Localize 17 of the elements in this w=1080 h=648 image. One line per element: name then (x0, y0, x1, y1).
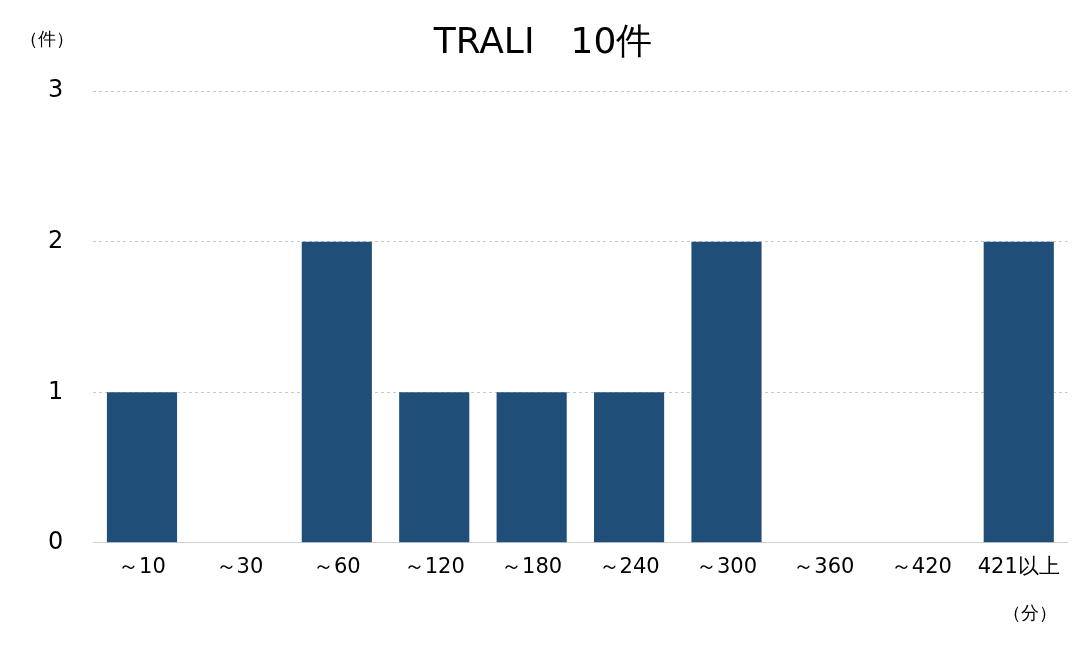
x-axis-title: （分） (1003, 601, 1058, 623)
y-tick-label: 3 (47, 75, 64, 104)
x-tick-label: ～360 (793, 553, 855, 578)
x-tick-label: 421以上 (977, 553, 1060, 578)
x-tick-label: ～30 (215, 553, 264, 578)
x-tick-label: ～180 (501, 553, 563, 578)
x-tick-label: ～240 (598, 553, 660, 578)
x-tick-label: ～300 (695, 553, 758, 578)
y-tick-label: 1 (47, 376, 64, 405)
x-tick-label: ～10 (118, 553, 166, 578)
y-tick-label: 0 (47, 527, 64, 556)
y-axis-title: （件） (20, 27, 74, 49)
chart-title: TRALI 10件 (432, 19, 653, 61)
x-tick-label: ～420 (890, 553, 952, 578)
y-tick-label: 2 (47, 225, 64, 254)
x-tick-label: ～60 (312, 553, 361, 578)
x-tick-label: ～120 (403, 553, 465, 578)
